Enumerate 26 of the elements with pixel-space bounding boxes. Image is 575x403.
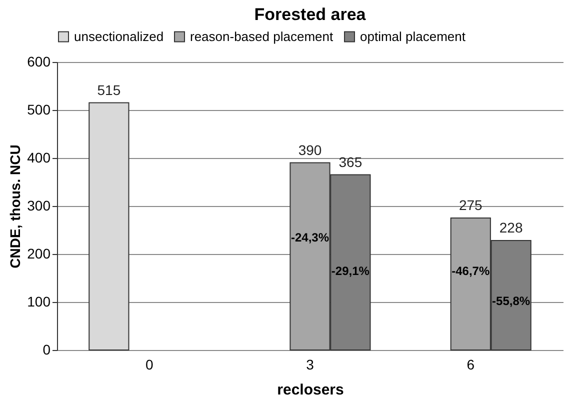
y-tick-label: 300 [27,198,51,214]
annotation: -55,8% [492,294,530,308]
y-tick-label: 0 [42,342,51,358]
y-tick-label: 200 [27,246,51,262]
y-tick-label: 100 [27,294,51,310]
data-label: 515 [97,82,121,98]
y-tick-label: 400 [27,150,51,166]
y-tick-label: 500 [27,102,51,118]
y-tick-label: 600 [27,54,51,70]
data-label: 365 [338,154,362,170]
x-tick-label: 3 [306,356,314,372]
chart-title: Forested area [254,5,366,24]
legend-label: reason-based placement [190,28,334,44]
bar [88,102,130,350]
annotation: -46,7% [452,264,490,278]
y-axis-title: CNDE, thous. NCU [7,144,24,268]
data-label: 275 [458,197,483,213]
x-tick-label: 6 [466,356,475,372]
legend-label: optimal placement [360,28,466,44]
legend-label: unsectionalized [74,28,164,44]
x-tick-label: 0 [145,356,154,372]
data-label: 228 [499,220,523,236]
x-axis-title: reclosers [277,382,344,398]
annotation: -24,3% [290,230,330,245]
annotation: -29,1% [331,264,370,278]
data-label: 390 [298,142,322,158]
